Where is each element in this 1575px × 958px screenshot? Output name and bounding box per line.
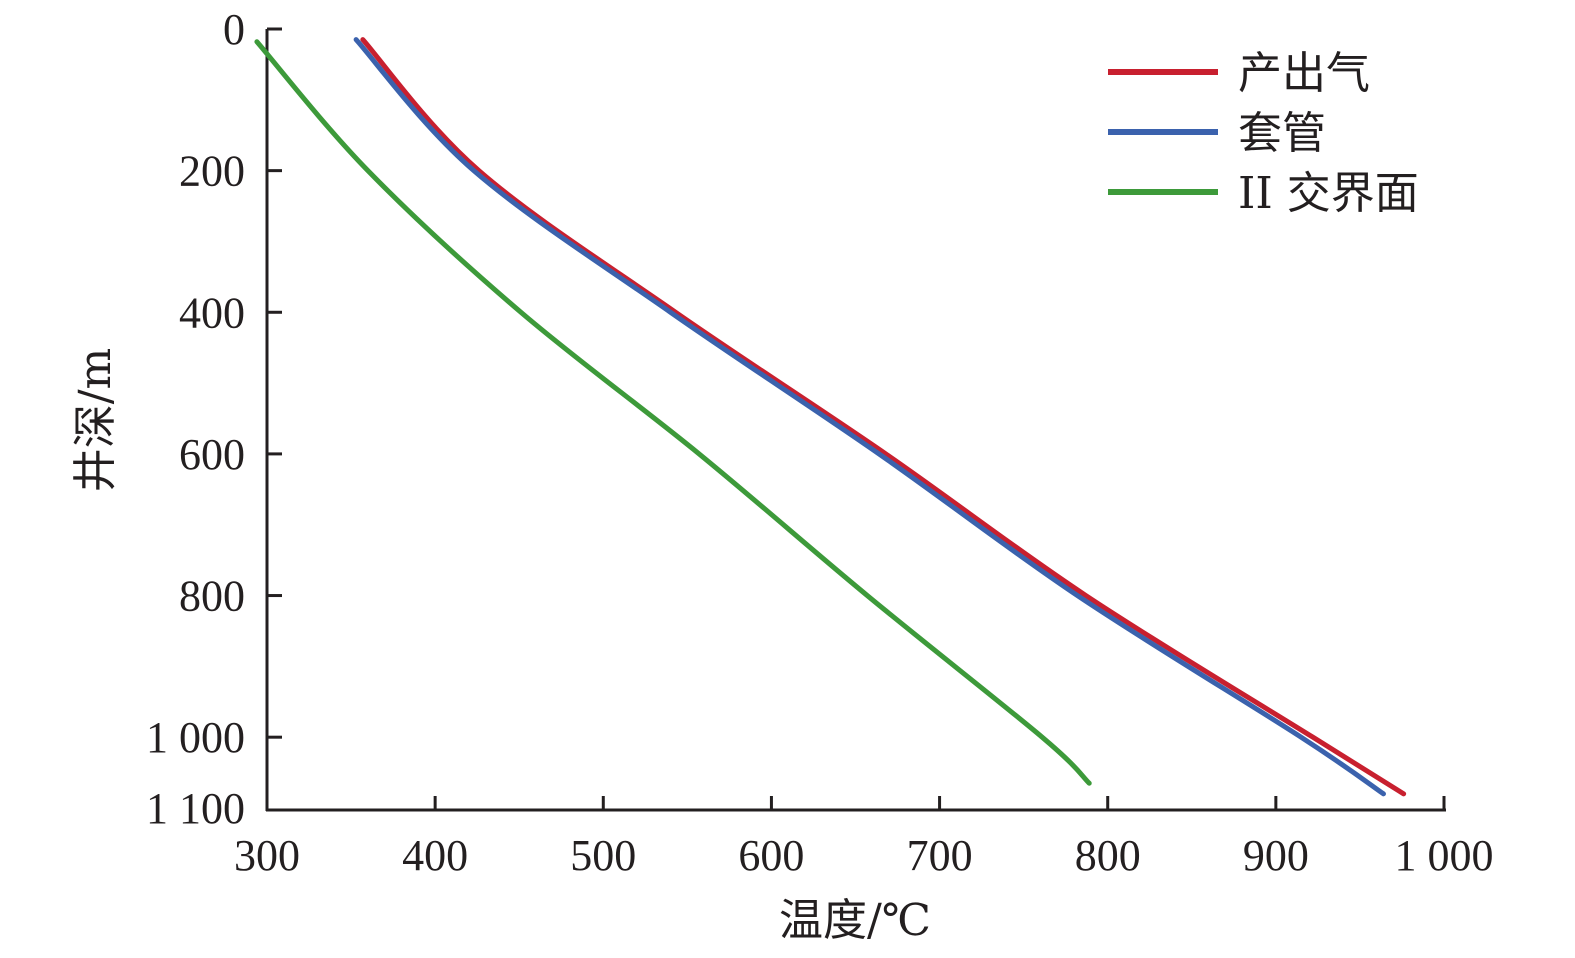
series-line-2 [254,39,1092,786]
y-tick-label: 1 100 [146,784,245,833]
y-tick-label: 0 [223,5,245,54]
y-tick-label: 200 [179,147,245,196]
legend-label: 套管 [1238,108,1326,159]
y-ticks: 0 200 400 600 800 1 000 1 100 [146,5,282,833]
x-tick-label: 300 [234,831,300,880]
y-tick-label: 1 000 [146,713,245,762]
x-tick-label: 1 000 [1395,831,1494,880]
y-tick-label: 800 [179,572,245,621]
x-tick-label: 700 [907,831,973,880]
x-ticks: 300 400 500 600 700 800 900 1 000 [234,796,1494,880]
x-tick-label: 600 [738,831,804,880]
y-tick-label: 600 [179,430,245,479]
legend-label: II 交界面 [1238,168,1419,219]
x-tick-label: 400 [402,831,468,880]
series-lines [254,37,1407,797]
series-line-1 [353,37,1386,797]
x-tick-label: 500 [570,831,636,880]
series-line-0 [360,37,1407,797]
legend-label: 产出气 [1238,48,1370,99]
axes [265,29,1446,812]
x-axis-title: 温度/℃ [779,895,931,946]
x-tick-label: 800 [1075,831,1141,880]
x-tick-label: 900 [1243,831,1309,880]
y-axis-title: 井深/m [70,348,121,493]
y-tick-label: 400 [179,288,245,337]
